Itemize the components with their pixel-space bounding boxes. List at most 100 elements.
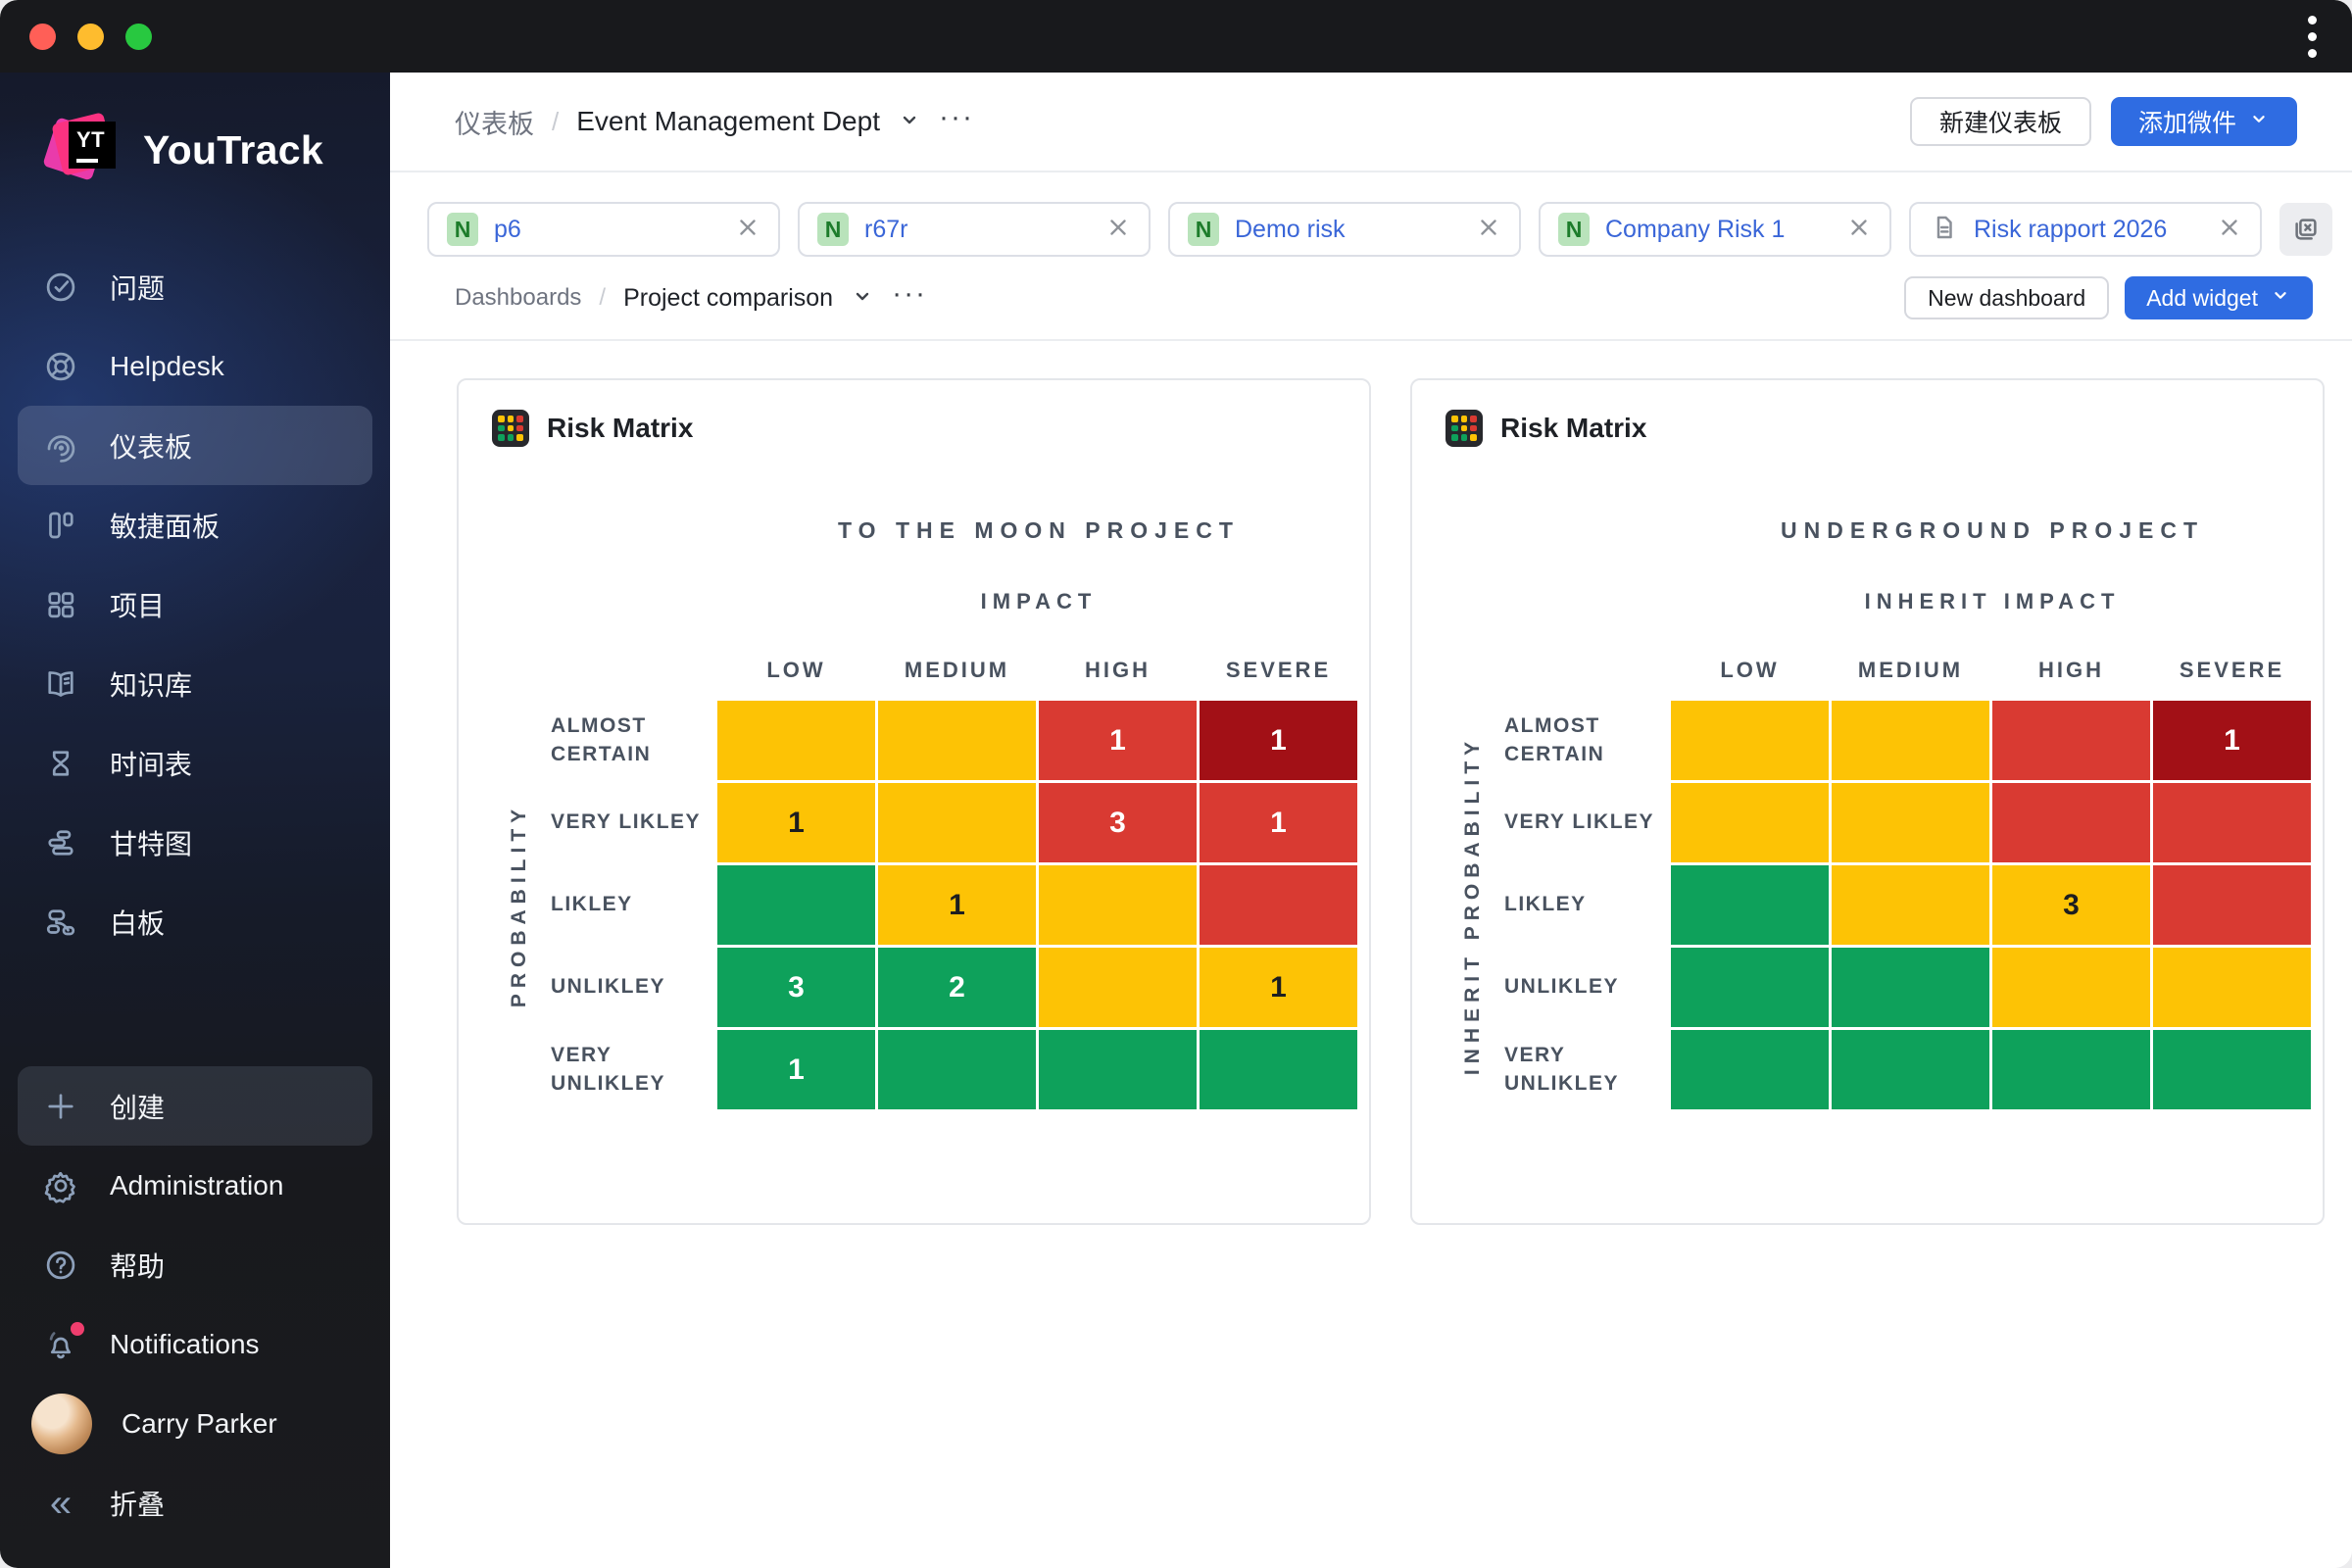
matrix-cell[interactable] [1671, 948, 1829, 1027]
kebab-menu-icon[interactable] [2302, 10, 2323, 64]
matrix-cell[interactable]: 1 [1200, 783, 1357, 862]
matrix-cell[interactable] [1039, 865, 1197, 945]
sidebar-item-dashboards[interactable]: 仪表板 [18, 406, 372, 485]
matrix-cell[interactable] [1992, 783, 2150, 862]
breadcrumb-current[interactable]: Event Management Dept [576, 106, 880, 136]
matrix-cell[interactable] [1671, 1030, 1829, 1109]
sidebar-item-collapse[interactable]: « 折叠 [18, 1463, 372, 1543]
matrix-cell[interactable] [1992, 701, 2150, 780]
sidebar-item-issues[interactable]: 问题 [18, 247, 372, 326]
sidebar-item-notifications[interactable]: Notifications [18, 1304, 372, 1384]
minimize-window-icon[interactable] [77, 23, 104, 50]
risk-matrix: TO THE MOON PROJECT IMPACT LOW MEDIUM HIGH… [459, 517, 1369, 1109]
matrix-cell[interactable] [717, 865, 875, 945]
matrix-cell[interactable] [2153, 783, 2311, 862]
add-widget-button-en[interactable]: Add widget [2125, 276, 2313, 319]
matrix-cell[interactable] [1039, 1030, 1197, 1109]
close-tab-icon[interactable] [735, 215, 760, 245]
matrix-cell[interactable]: 1 [878, 865, 1036, 945]
book-icon [41, 664, 80, 704]
breadcrumb: 仪表板 / Event Management Dept ··· [455, 100, 974, 141]
matrix-cell[interactable]: 1 [1039, 701, 1197, 780]
matrix-cell[interactable]: 3 [1039, 783, 1197, 862]
close-all-tabs-icon[interactable] [2279, 203, 2332, 256]
matrix-cell[interactable] [1832, 701, 1989, 780]
sidebar-item-administration[interactable]: Administration [18, 1146, 372, 1225]
matrix-cell[interactable] [1671, 865, 1829, 945]
sidebar-item-gantt[interactable]: 甘特图 [18, 803, 372, 882]
matrix-cell[interactable]: 1 [2153, 701, 2311, 780]
new-dashboard-button-en[interactable]: New dashboard [1904, 276, 2110, 319]
close-tab-icon[interactable] [1105, 215, 1131, 245]
tab-company-risk-1[interactable]: N Company Risk 1 [1539, 202, 1891, 257]
breadcrumb-root[interactable]: 仪表板 [455, 109, 534, 139]
matrix-cell[interactable] [1832, 783, 1989, 862]
matrix-cell[interactable] [1200, 1030, 1357, 1109]
check-circle-icon [41, 268, 80, 307]
sidebar-item-agile-boards[interactable]: 敏捷面板 [18, 485, 372, 564]
matrix-cell[interactable] [878, 1030, 1036, 1109]
tab-r67r[interactable]: N r67r [798, 202, 1151, 257]
add-widget-button[interactable]: 添加微件 [2110, 97, 2297, 146]
matrix-cell[interactable] [1200, 865, 1357, 945]
sidebar-item-label: 折叠 [110, 1489, 166, 1520]
more-menu-icon[interactable]: ··· [938, 100, 974, 133]
sidebar-item-create[interactable]: 创建 [18, 1066, 372, 1146]
sidebar-item-label: 甘特图 [110, 828, 193, 859]
tab-p6[interactable]: N p6 [427, 202, 780, 257]
sidebar-item-projects[interactable]: 项目 [18, 564, 372, 644]
breadcrumb-root[interactable]: Dashboards [455, 284, 582, 311]
sidebar-item-helpdesk[interactable]: Helpdesk [18, 326, 372, 406]
more-menu-icon[interactable]: ··· [892, 276, 928, 310]
agile-board-icon [41, 506, 80, 545]
dashboard-breadcrumb: Dashboards / Project comparison ··· [455, 276, 928, 313]
sidebar-item-label: 帮助 [110, 1250, 166, 1282]
user-name: Carry Parker [122, 1407, 277, 1439]
matrix-cell[interactable] [1832, 1030, 1989, 1109]
matrix-cell[interactable] [2153, 1030, 2311, 1109]
matrix-cell[interactable]: 1 [1200, 701, 1357, 780]
widget-title: Risk Matrix [1500, 413, 1647, 443]
sidebar-item-timesheets[interactable]: 时间表 [18, 723, 372, 803]
sidebar-item-knowledge-base[interactable]: 知识库 [18, 644, 372, 723]
matrix-cell[interactable] [1992, 1030, 2150, 1109]
matrix-cell[interactable]: 3 [717, 948, 875, 1027]
matrix-cell[interactable] [878, 701, 1036, 780]
sidebar-item-whiteboards[interactable]: 白板 [18, 882, 372, 961]
matrix-cell[interactable] [2153, 948, 2311, 1027]
matrix-cell[interactable]: 1 [717, 1030, 875, 1109]
risk-matrix: UNDERGROUND PROJECT INHERIT IMPACT LOW ME… [1412, 517, 2323, 1109]
chevron-down-icon[interactable] [898, 108, 921, 136]
matrix-cell[interactable] [1832, 865, 1989, 945]
close-tab-icon[interactable] [2217, 215, 2242, 245]
close-tab-icon[interactable] [1476, 215, 1501, 245]
matrix-cell[interactable]: 2 [878, 948, 1036, 1027]
matrix-cell[interactable]: 1 [717, 783, 875, 862]
matrix-cell[interactable] [878, 783, 1036, 862]
tab-demo-risk[interactable]: N Demo risk [1168, 202, 1521, 257]
sidebar: YT YouTrack 问题 Helpdesk 仪表板 [0, 73, 390, 1568]
new-dashboard-button[interactable]: 新建仪表板 [1909, 97, 2091, 146]
maximize-window-icon[interactable] [125, 23, 152, 50]
tab-risk-rapport-2026[interactable]: Risk rapport 2026 [1909, 202, 2262, 257]
matrix-column-header: MEDIUM [904, 658, 1010, 682]
matrix-cell[interactable] [1832, 948, 1989, 1027]
sidebar-item-help[interactable]: 帮助 [18, 1225, 372, 1304]
close-tab-icon[interactable] [1846, 215, 1872, 245]
matrix-column-header: MEDIUM [1857, 658, 1964, 682]
matrix-cell[interactable] [1039, 948, 1197, 1027]
traffic-lights [29, 23, 152, 50]
close-window-icon[interactable] [29, 23, 56, 50]
matrix-cell[interactable]: 1 [1200, 948, 1357, 1027]
youtrack-logo[interactable]: YT YouTrack [42, 112, 372, 186]
breadcrumb-current[interactable]: Project comparison [623, 283, 834, 312]
matrix-cell[interactable] [1992, 948, 2150, 1027]
matrix-cell[interactable] [717, 701, 875, 780]
matrix-cell[interactable] [1671, 783, 1829, 862]
matrix-cell[interactable]: 3 [1992, 865, 2150, 945]
chevron-down-icon[interactable] [851, 284, 874, 313]
matrix-cell[interactable] [1671, 701, 1829, 780]
matrix-cell[interactable] [2153, 865, 2311, 945]
sidebar-item-profile[interactable]: Carry Parker [18, 1384, 372, 1463]
